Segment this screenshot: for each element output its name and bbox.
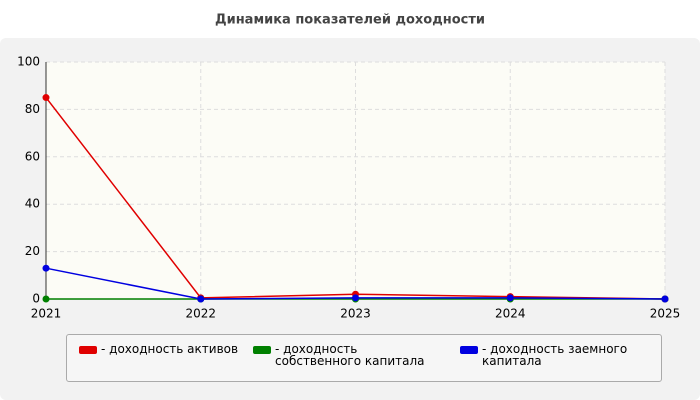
- legend-label: - доходность собственного капитала: [275, 342, 425, 368]
- legend-item[interactable]: - доходность собственного капитала: [253, 343, 428, 367]
- chart-title: Динамика показателей доходности: [215, 13, 485, 28]
- y-tick-label: 0: [32, 292, 40, 306]
- legend-swatch: [79, 346, 97, 354]
- y-tick-label: 100: [17, 55, 40, 69]
- y-tick-label: 60: [25, 149, 40, 163]
- legend: - доходность активов - доходность собстве…: [66, 334, 662, 382]
- x-tick-label: 2022: [185, 307, 216, 321]
- legend-item[interactable]: - доходность заемного капитала: [460, 343, 635, 367]
- legend-item[interactable]: - доходность активов: [79, 343, 254, 355]
- point: [42, 295, 50, 303]
- y-tick-label: 20: [25, 244, 40, 258]
- y-tick-label: 80: [25, 102, 40, 116]
- legend-swatch: [253, 346, 271, 354]
- point: [506, 294, 514, 302]
- legend-label: - доходность активов: [101, 342, 239, 356]
- x-tick-label: 2025: [650, 307, 681, 321]
- point: [661, 295, 669, 303]
- legend-label: - доходность заемного капитала: [482, 342, 628, 368]
- y-tick-label: 40: [25, 197, 40, 211]
- point: [42, 94, 50, 102]
- x-tick-label: 2023: [340, 307, 371, 321]
- x-tick-label: 2024: [495, 307, 526, 321]
- legend-swatch: [460, 346, 478, 354]
- point: [42, 264, 50, 272]
- x-tick-label: 2021: [31, 307, 62, 321]
- point: [352, 294, 359, 302]
- point: [197, 295, 205, 303]
